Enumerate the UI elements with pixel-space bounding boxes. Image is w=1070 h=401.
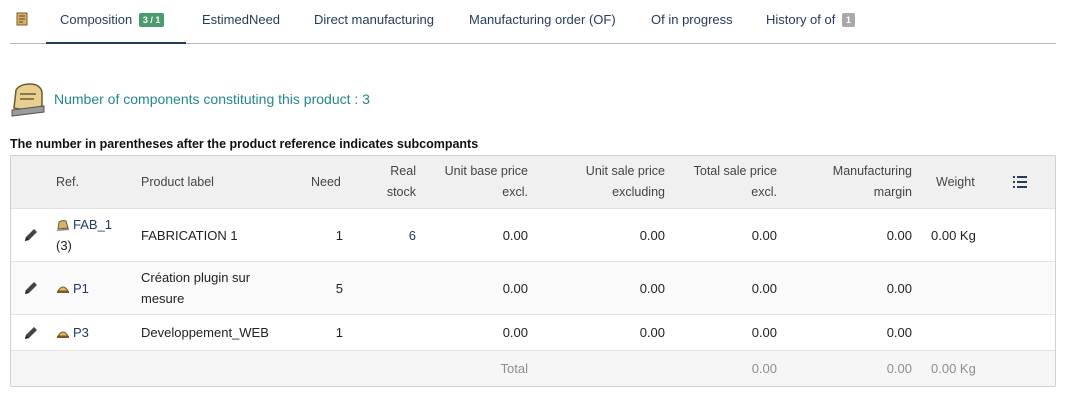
pencil-icon[interactable] bbox=[23, 315, 43, 350]
need-value: 1 bbox=[335, 325, 343, 340]
ref-fab1-text: FAB_1 bbox=[73, 217, 113, 232]
tab-manufacturing-order-label: Manufacturing order (OF) bbox=[469, 12, 616, 27]
product-label: Création plugin sur mesure bbox=[141, 262, 301, 314]
col-product-label[interactable]: Product label bbox=[141, 174, 214, 189]
manufacturing-margin: 0.00 bbox=[886, 280, 912, 296]
unit-base-price: 0.00 bbox=[502, 227, 528, 243]
manufacturing-bom-icon bbox=[57, 219, 69, 231]
total-sale-price: 0.00 bbox=[751, 325, 777, 340]
subcomponent-count: (3) bbox=[56, 238, 72, 253]
total-sale-price: 0.00 bbox=[751, 227, 777, 243]
tab-manufacturing-order[interactable]: Manufacturing order (OF) bbox=[469, 0, 616, 44]
col-weight: Weight bbox=[936, 174, 975, 189]
total-row: Total 0.00 0.00 0.00 Kg bbox=[11, 351, 1055, 386]
col-unit-base-price-line1: Unit base price bbox=[444, 164, 528, 178]
col-real-stock: Real stock bbox=[351, 156, 416, 208]
table-row: P3 Developpement_WEB 1 0.00 0.00 0.00 0.… bbox=[11, 315, 1055, 351]
col-unit-sale-price-line2: excluding bbox=[612, 185, 665, 199]
tab-estimedneed[interactable]: EstimedNeed bbox=[202, 0, 280, 44]
real-stock-link[interactable]: 6 bbox=[408, 227, 416, 243]
tab-estimedneed-label: EstimedNeed bbox=[202, 12, 281, 27]
col-real-stock-line2: stock bbox=[386, 185, 416, 199]
subcomponents-note: The number in parentheses after the prod… bbox=[10, 137, 479, 151]
col-manufacturing-margin: Manufacturing margin bbox=[801, 156, 912, 208]
col-manufacturing-margin-line2: margin bbox=[873, 185, 912, 199]
tab-history-of-of-label: History of of bbox=[766, 12, 836, 27]
ref-link-p1[interactable]: P1 bbox=[56, 262, 136, 314]
unit-sale-price: 0.00 bbox=[639, 280, 665, 296]
ref-cell: FAB_1 (3) bbox=[56, 209, 136, 261]
table-row: FAB_1 (3) FABRICATION 1 1 6 0.00 0.00 0.… bbox=[11, 209, 1055, 262]
col-total-sale-price: Total sale price excl. bbox=[671, 156, 777, 208]
composition-table: Ref. Product label Need Real stock Unit … bbox=[10, 155, 1056, 387]
components-count-heading: Number of components constituting this p… bbox=[54, 91, 370, 107]
total-weight-sum: 0.00 Kg bbox=[931, 361, 976, 376]
ref-link-fab1[interactable]: FAB_1 bbox=[56, 214, 112, 235]
col-ref[interactable]: Ref. bbox=[56, 174, 79, 189]
product-label-line2: mesure bbox=[141, 291, 185, 306]
col-manufacturing-margin-line1: Manufacturing bbox=[832, 164, 912, 178]
manufacturing-margin: 0.00 bbox=[886, 325, 912, 340]
unit-sale-price: 0.00 bbox=[639, 227, 665, 243]
pencil-icon[interactable] bbox=[23, 262, 43, 314]
total-label: Total bbox=[500, 361, 528, 376]
tab-composition-badge: 3 / 1 bbox=[138, 13, 165, 27]
tab-direct-manufacturing[interactable]: Direct manufacturing bbox=[314, 0, 434, 44]
product-label: FABRICATION 1 bbox=[141, 227, 238, 243]
tab-direct-manufacturing-label: Direct manufacturing bbox=[314, 12, 434, 27]
bom-tab-icon[interactable] bbox=[10, 8, 44, 30]
total-sale-price: 0.00 bbox=[751, 280, 777, 296]
col-unit-base-price-line2: excl. bbox=[502, 185, 528, 199]
tab-of-in-progress-label: Of in progress bbox=[651, 12, 733, 27]
total-sale-price-sum: 0.00 bbox=[751, 361, 777, 376]
col-unit-sale-price: Unit sale price excluding bbox=[541, 156, 665, 208]
manufacturing-bom-icon bbox=[10, 80, 46, 118]
ref-p3-text: P3 bbox=[73, 325, 89, 340]
col-real-stock-line1: Real bbox=[390, 164, 416, 178]
product-label: Developpement_WEB bbox=[141, 325, 269, 340]
tab-bar: Composition 3 / 1 EstimedNeed Direct man… bbox=[10, 0, 1056, 44]
manufacturing-margin: 0.00 bbox=[886, 227, 912, 243]
unit-sale-price: 0.00 bbox=[639, 325, 665, 340]
weight-value: 0.00 Kg bbox=[931, 227, 976, 243]
product-label-line1: Création plugin sur bbox=[141, 270, 251, 285]
col-unit-base-price: Unit base price excl. bbox=[421, 156, 528, 208]
product-icon bbox=[57, 331, 69, 338]
table-row: P1 Création plugin sur mesure 5 0.00 0.0… bbox=[11, 262, 1055, 315]
product-icon bbox=[57, 286, 69, 293]
total-margin-sum: 0.00 bbox=[886, 361, 912, 376]
col-total-sale-price-line2: excl. bbox=[751, 185, 777, 199]
list-icon[interactable] bbox=[1013, 156, 1033, 208]
col-unit-sale-price-line1: Unit sale price bbox=[585, 164, 665, 178]
pencil-icon[interactable] bbox=[23, 209, 43, 261]
tab-composition[interactable]: Composition 3 / 1 bbox=[46, 0, 186, 44]
unit-base-price: 0.00 bbox=[502, 325, 528, 340]
col-total-sale-price-line1: Total sale price bbox=[693, 164, 777, 178]
need-value: 1 bbox=[335, 227, 343, 243]
need-value: 5 bbox=[335, 280, 343, 296]
ref-link-p3[interactable]: P3 bbox=[56, 315, 136, 350]
tab-of-in-progress[interactable]: Of in progress bbox=[651, 0, 733, 44]
tab-history-of-of[interactable]: History of of 1 bbox=[766, 0, 855, 44]
tab-history-badge: 1 bbox=[841, 13, 855, 27]
table-header-row: Ref. Product label Need Real stock Unit … bbox=[11, 156, 1055, 209]
tab-composition-label: Composition bbox=[60, 12, 133, 27]
unit-base-price: 0.00 bbox=[502, 280, 528, 296]
ref-p1-text: P1 bbox=[73, 280, 89, 296]
col-need: Need bbox=[311, 174, 341, 189]
